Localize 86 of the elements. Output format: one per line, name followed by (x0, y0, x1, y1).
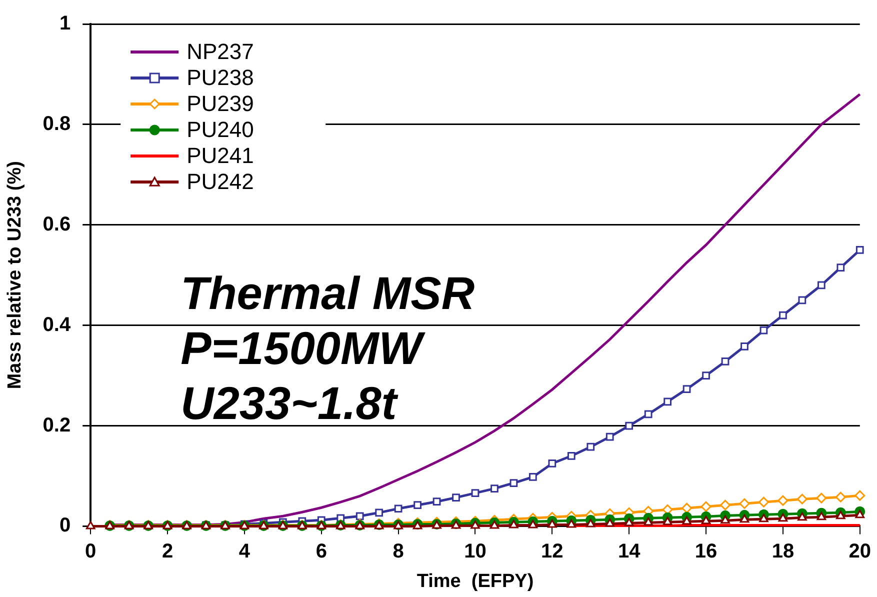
point (566, 519, 576, 528)
point (662, 516, 672, 526)
y-tick-label: 0 (59, 514, 71, 537)
x-tick-label: 10 (464, 540, 486, 563)
point (490, 520, 500, 529)
point (779, 311, 787, 320)
point (528, 520, 538, 528)
point (548, 519, 557, 528)
point (414, 501, 422, 510)
point (470, 520, 480, 529)
y-tick-label: 0.6 (42, 213, 71, 236)
x-tick-label: 2 (162, 540, 174, 563)
point (721, 358, 730, 366)
point (644, 410, 652, 418)
point (854, 490, 866, 501)
point (682, 385, 691, 394)
point (605, 518, 615, 527)
point (432, 498, 441, 506)
x-tick-label: 0 (85, 540, 96, 563)
point (778, 495, 788, 506)
point (567, 452, 576, 460)
point (356, 512, 364, 520)
annotation: P=1500MW (180, 322, 426, 374)
point (855, 510, 865, 518)
x-tick-label: 16 (694, 540, 718, 563)
point (682, 502, 692, 514)
point (720, 500, 731, 510)
point (817, 281, 826, 290)
point (586, 442, 595, 451)
x-tick-label: 4 (238, 540, 251, 563)
point (701, 516, 711, 524)
point (835, 492, 846, 502)
legend-label: PU241 (186, 143, 254, 168)
point (490, 484, 498, 492)
point (644, 517, 653, 526)
point (739, 498, 750, 509)
legend-label: PU238 (186, 65, 254, 90)
point (510, 479, 518, 487)
y-tick-label: 0.4 (42, 314, 72, 336)
point (856, 246, 864, 254)
x-axis-title: Time (EFPY) (416, 570, 534, 592)
point (759, 514, 768, 522)
point (394, 504, 402, 513)
point (796, 494, 808, 504)
point (816, 512, 826, 520)
point (836, 510, 846, 520)
point (606, 432, 614, 441)
point (375, 508, 384, 517)
y-tick-label: 0.2 (42, 414, 71, 436)
point (798, 512, 807, 521)
x-tick-label: 12 (541, 540, 564, 563)
point (529, 473, 537, 481)
point (452, 494, 460, 502)
point (682, 516, 692, 525)
point (548, 459, 556, 468)
point (700, 501, 712, 512)
point (509, 520, 518, 528)
legend-label: PU242 (186, 169, 254, 194)
annotation: Thermal MSR (180, 267, 475, 319)
point (758, 496, 769, 508)
point (778, 513, 788, 522)
point (836, 264, 845, 272)
point (664, 398, 672, 406)
legend-label: PU239 (186, 91, 254, 116)
point (702, 372, 710, 380)
y-tick-label: 0.8 (42, 112, 71, 135)
point (816, 492, 827, 504)
y-tick-label: 1 (59, 12, 71, 35)
point (586, 518, 596, 528)
point (760, 326, 768, 334)
x-tick-label: 6 (316, 540, 327, 563)
point (471, 489, 480, 497)
point (624, 518, 634, 526)
x-tick-label: 20 (848, 540, 871, 563)
legend-label: PU240 (186, 117, 254, 142)
x-tick-label: 14 (618, 540, 642, 563)
point (740, 514, 750, 523)
point (740, 342, 748, 350)
point (720, 515, 730, 524)
annotation: U233~1.8t (180, 377, 398, 429)
legend-label: NP237 (186, 39, 254, 64)
x-tick-label: 8 (392, 540, 404, 563)
point (625, 422, 634, 430)
x-tick-label: 18 (772, 540, 794, 563)
y-axis-title: Mass relative to U233 (%) (4, 161, 26, 390)
point (798, 296, 806, 304)
